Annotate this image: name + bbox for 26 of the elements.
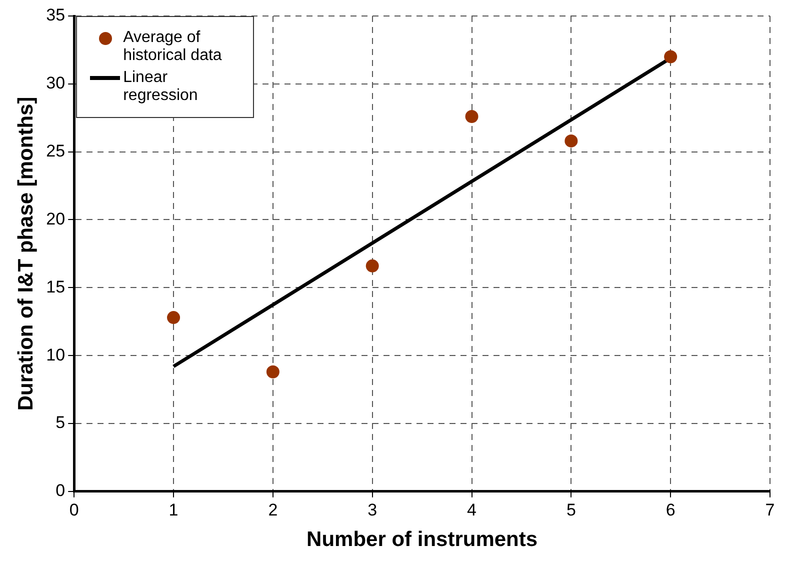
y-tick-label: 20 bbox=[46, 209, 66, 228]
x-tick-label: 4 bbox=[467, 500, 476, 520]
x-tick-label: 2 bbox=[268, 500, 278, 520]
point bbox=[167, 311, 180, 324]
point bbox=[366, 259, 379, 272]
y-tick-label: 10 bbox=[46, 345, 66, 364]
point bbox=[664, 50, 678, 64]
x-axis-title: Number of instruments bbox=[306, 528, 538, 552]
y-axis-title: Duration of I&T phase [months] bbox=[14, 96, 38, 411]
x-tick-label: 6 bbox=[666, 500, 676, 520]
y-tick-label: 25 bbox=[46, 142, 66, 161]
y-tick-label: 15 bbox=[46, 277, 66, 296]
x-tick-label: 0 bbox=[69, 500, 79, 520]
y-tick-label: 0 bbox=[56, 481, 66, 500]
point bbox=[266, 365, 280, 378]
x-tick-label: 5 bbox=[566, 500, 576, 520]
point bbox=[465, 110, 478, 124]
x-tick-label: 3 bbox=[368, 500, 378, 520]
legend-label: Average of historical data bbox=[123, 29, 223, 65]
y-tick-label: 35 bbox=[46, 6, 66, 25]
x-tick-label: 7 bbox=[765, 500, 775, 520]
legend-label: Linear regression bbox=[123, 69, 199, 105]
point bbox=[564, 134, 578, 148]
x-tick-label: 1 bbox=[168, 500, 178, 520]
y-tick-label: 5 bbox=[56, 413, 66, 432]
y-tick-label: 30 bbox=[46, 74, 66, 93]
